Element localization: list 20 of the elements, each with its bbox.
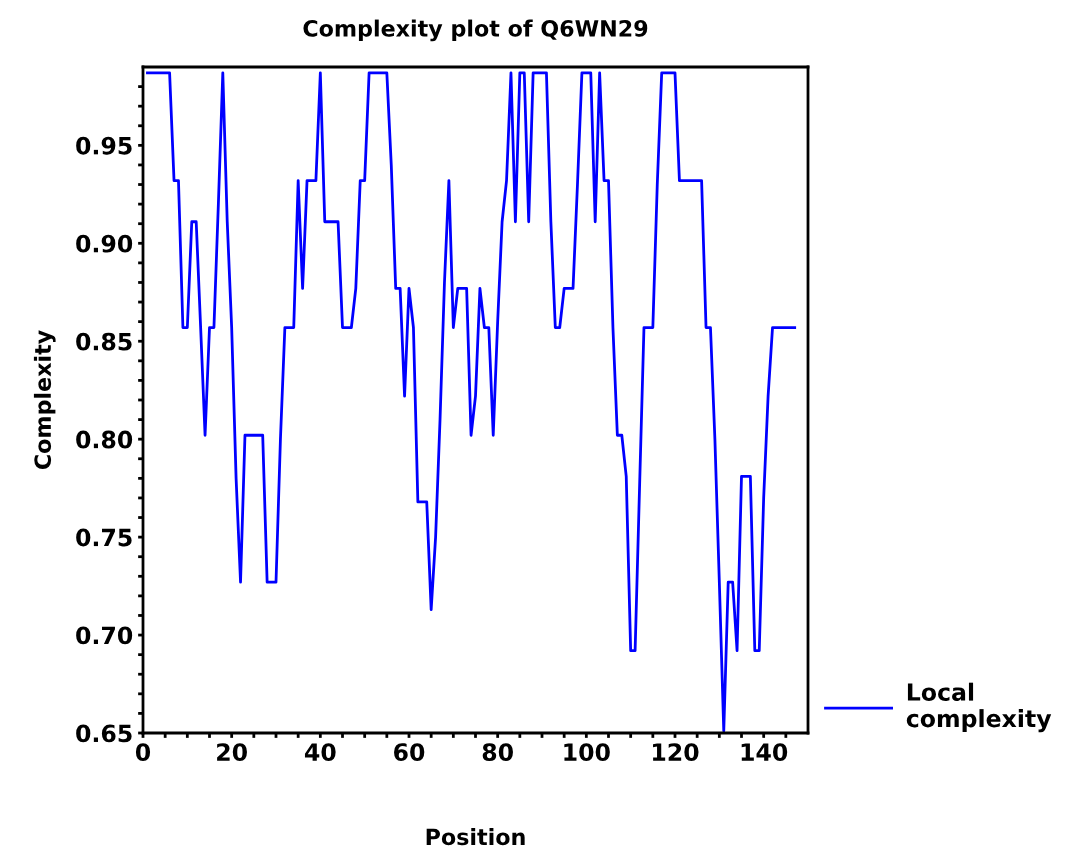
y-tick-label: 0.80 [76,430,133,449]
x-axis-title: Position [426,828,525,846]
y-tick-label: 0.90 [76,234,133,253]
line-series [146,71,797,733]
chart-title: Complexity plot of Q6WN29 [303,19,648,42]
x-tick-label: 0 [135,743,151,761]
x-tick-label: 140 [741,743,788,761]
y-tick-label: 0.95 [76,136,132,155]
y-axis-title: Complexity [33,330,56,470]
x-tick-label: 120 [653,743,699,761]
x-tick-label: 80 [482,743,513,761]
x-tick-label: 100 [564,743,610,761]
x-tick-label: 40 [304,743,336,761]
y-tick-label: 0.75 [76,528,132,547]
y-tick-label: 0.70 [76,626,133,645]
x-tick-label: 20 [217,743,247,761]
x-tick-label: 60 [394,743,425,761]
y-tick-label: 0.85 [76,332,132,351]
legend-label: Local complexity [906,682,1052,733]
y-tick-label: 0.65 [76,724,132,743]
